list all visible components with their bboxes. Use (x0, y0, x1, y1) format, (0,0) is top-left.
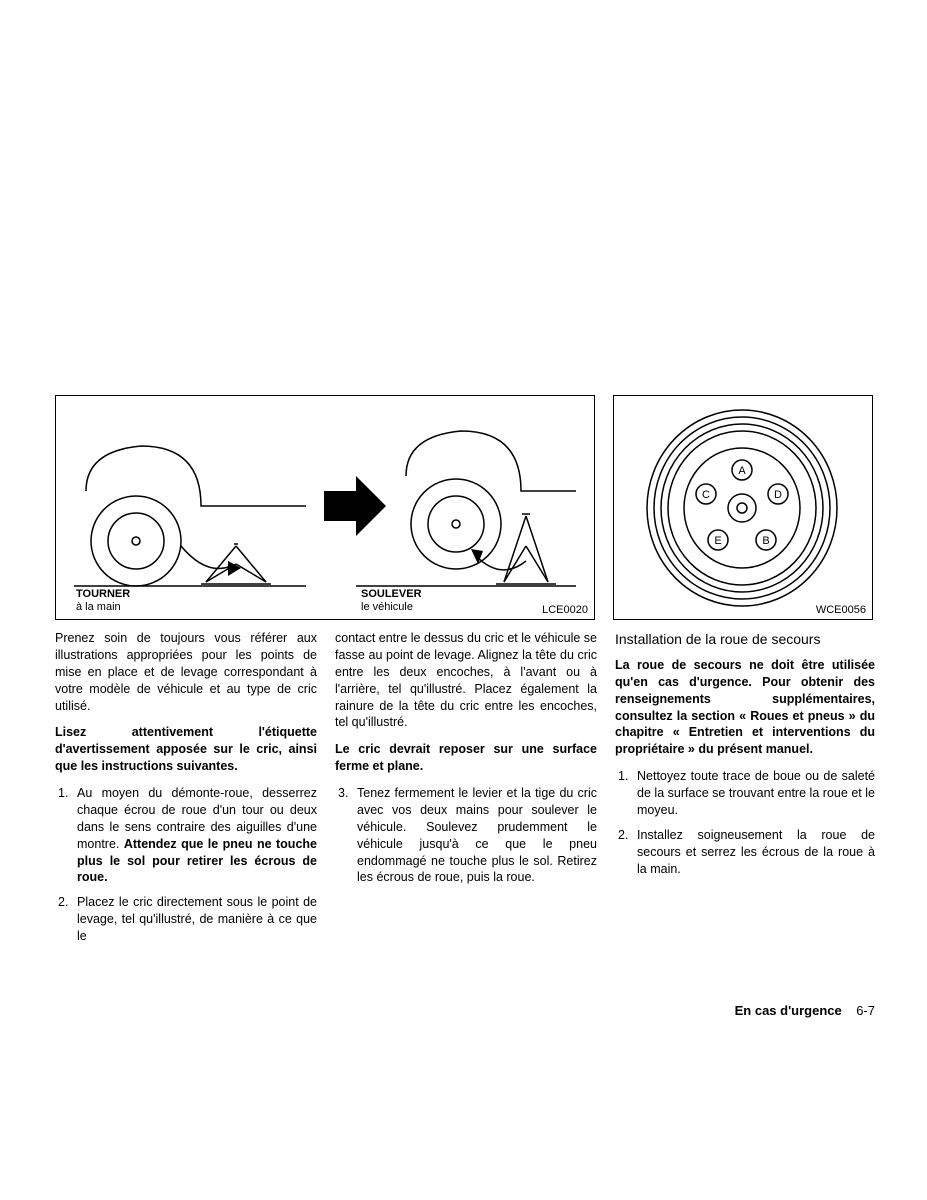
column-3: Installation de la roue de secours La ro… (615, 630, 875, 953)
col3-li1: 1. Nettoyez toute trace de boue ou de sa… (615, 768, 875, 819)
figure-wheel: A D B E C WCE0056 (613, 395, 873, 620)
label-soulever-bold: SOULEVER (361, 588, 422, 600)
text-columns: Prenez soin de toujours vous référer aux… (55, 630, 875, 953)
col3-li1-text: Nettoyez toute trace de boue ou de salet… (637, 769, 875, 817)
svg-text:D: D (774, 489, 782, 501)
column-2: contact entre le dessus du cric et le vé… (335, 630, 597, 953)
col1-li1: 1. Au moyen du démonte-roue, desserrez c… (55, 785, 317, 886)
svg-text:E: E (714, 535, 721, 547)
label-tourner: TOURNER à la main (76, 588, 130, 614)
col1-li2-text: Placez le cric directement sous le point… (77, 895, 317, 943)
jack-illustration (56, 396, 596, 621)
arrow-icon (324, 476, 386, 536)
list-number: 3. (338, 785, 348, 802)
list-number: 1. (618, 768, 628, 785)
page-footer: En cas d'urgence 6-7 (735, 1003, 875, 1018)
col1-p1: Prenez soin de toujours vous référer aux… (55, 630, 317, 714)
col3-li2-text: Installez soigneusement la roue de secou… (637, 828, 875, 876)
svg-text:A: A (738, 465, 746, 477)
col2-p2: Le cric devrait reposer sur une surface … (335, 741, 597, 775)
col2-list: 3. Tenez fermement le levier et la tige … (335, 785, 597, 886)
label-tourner-bold: TOURNER (76, 588, 130, 600)
footer-section: En cas d'urgence (735, 1003, 842, 1018)
list-number: 2. (58, 894, 68, 911)
label-soulever: SOULEVER le véhicule (361, 588, 422, 614)
footer-page: 6-7 (856, 1003, 875, 1018)
svg-text:C: C (702, 489, 710, 501)
figure-code-left: LCE0020 (542, 604, 588, 616)
label-tourner-sub: à la main (76, 601, 121, 613)
wheel-illustration: A D B E C (614, 396, 874, 621)
col3-list: 1. Nettoyez toute trace de boue ou de sa… (615, 768, 875, 877)
label-soulever-sub: le véhicule (361, 601, 413, 613)
figure-row: TOURNER à la main SOULEVER le véhicule L… (55, 395, 875, 620)
col2-li3: 3. Tenez fermement le levier et la tige … (335, 785, 597, 886)
col2-p1: contact entre le dessus du cric et le vé… (335, 630, 597, 731)
col2-li3-text: Tenez fermement le levier et la tige du … (357, 786, 597, 884)
col3-title: Installation de la roue de secours (615, 630, 875, 649)
col1-p2: Lisez attentivement l'étiquette d'averti… (55, 724, 317, 775)
manual-page: TOURNER à la main SOULEVER le véhicule L… (55, 395, 875, 953)
col3-p1: La roue de secours ne doit être utilisée… (615, 657, 875, 758)
column-1: Prenez soin de toujours vous référer aux… (55, 630, 317, 953)
col1-list: 1. Au moyen du démonte-roue, desserrez c… (55, 785, 317, 945)
list-number: 1. (58, 785, 68, 802)
list-number: 2. (618, 827, 628, 844)
figure-code-right: WCE0056 (816, 604, 866, 616)
svg-text:B: B (762, 535, 769, 547)
col1-li2: 2. Placez le cric directement sous le po… (55, 894, 317, 945)
figure-jack: TOURNER à la main SOULEVER le véhicule L… (55, 395, 595, 620)
col3-li2: 2. Installez soigneusement la roue de se… (615, 827, 875, 878)
